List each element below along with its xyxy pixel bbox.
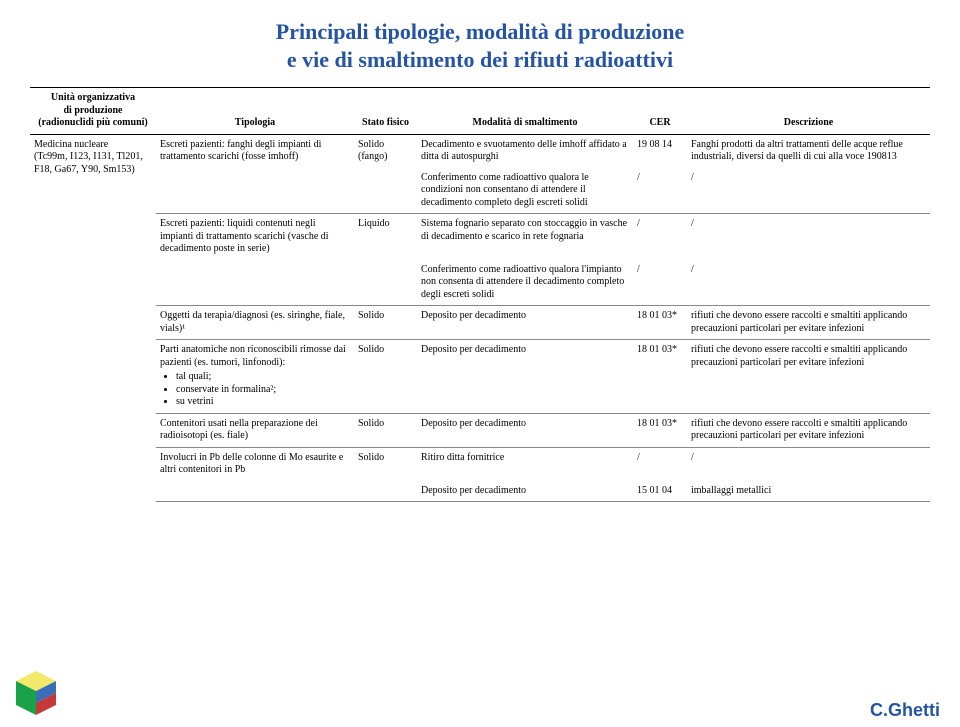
table-row: Medicina nucleare (Tc99m, I123, I131, Tl… (30, 134, 930, 168)
table-row: Oggetti da terapia/diagnosi (es. siringh… (30, 306, 930, 340)
cell-cer: / (633, 214, 687, 260)
cell-tipologia: Escreti pazienti: fanghi degli impianti … (156, 134, 354, 168)
cell-modalita: Decadimento e svuotamento delle imhoff a… (417, 134, 633, 168)
cell-modalita: Sistema fognario separato con stoccaggio… (417, 214, 633, 260)
table-row: Conferimento come radioattivo qualora l'… (30, 260, 930, 306)
table-row: Deposito per decadimento 15 01 04 imball… (30, 481, 930, 502)
cell-modalita: Conferimento come radioattivo qualora le… (417, 168, 633, 214)
cell-cer: 19 08 14 (633, 134, 687, 168)
waste-table: Unità organizzativa di produzione (radio… (30, 87, 930, 502)
cell-stato: Solido (354, 447, 417, 481)
table-row: Escreti pazienti: liquidi contenuti negl… (30, 214, 930, 260)
header-modalita: Modalità di smaltimento (417, 88, 633, 135)
cell-desc: rifiuti che devono essere raccolti e sma… (687, 306, 930, 340)
cell-tipologia: Escreti pazienti: liquidi contenuti negl… (156, 214, 354, 260)
cell-modalita: Ritiro ditta fornitrice (417, 447, 633, 481)
list-item: tal quali; (176, 371, 350, 384)
cell-cer: 15 01 04 (633, 481, 687, 502)
cell-stato (354, 260, 417, 306)
list-item: su vetrini (176, 396, 350, 409)
cell-cer: / (633, 168, 687, 214)
cell-cer: 18 01 03* (633, 306, 687, 340)
header-descrizione: Descrizione (687, 88, 930, 135)
unit-cell: Medicina nucleare (Tc99m, I123, I131, Tl… (30, 134, 156, 502)
cell-tipologia: Involucri in Pb delle colonne di Mo esau… (156, 447, 354, 481)
cell-stato (354, 168, 417, 214)
cell-cer: / (633, 260, 687, 306)
cell-cer: / (633, 447, 687, 481)
slide-title: Principali tipologie, modalità di produz… (30, 18, 930, 73)
cell-stato: Solido (354, 306, 417, 340)
cell-desc: / (687, 168, 930, 214)
table-row: Contenitori usati nella preparazione dei… (30, 413, 930, 447)
cell-stato: Solido (fango) (354, 134, 417, 168)
cell-desc: Fanghi prodotti da altri trattamenti del… (687, 134, 930, 168)
cell-stato: Liquido (354, 214, 417, 260)
header-tipologia: Tipologia (156, 88, 354, 135)
title-line-2: e vie di smaltimento dei rifiuti radioat… (287, 47, 673, 72)
title-line-1: Principali tipologie, modalità di produz… (276, 19, 684, 44)
cube-logo-icon (12, 669, 60, 717)
cell-modalita: Deposito per decadimento (417, 340, 633, 414)
cell-modalita: Deposito per decadimento (417, 481, 633, 502)
cell-tipologia: Contenitori usati nella preparazione dei… (156, 413, 354, 447)
cell-cer: 18 01 03* (633, 340, 687, 414)
bullet-list: tal quali; conservate in formalina²; su … (160, 371, 350, 409)
cell-tipologia: Parti anatomiche non riconoscibili rimos… (156, 340, 354, 414)
cell-stato: Solido (354, 413, 417, 447)
cell-desc: / (687, 214, 930, 260)
cell-desc: / (687, 260, 930, 306)
header-cer: CER (633, 88, 687, 135)
header-stato: Stato fisico (354, 88, 417, 135)
cell-stato: Solido (354, 340, 417, 414)
cell-desc: rifiuti che devono essere raccolti e sma… (687, 340, 930, 414)
cell-desc: rifiuti che devono essere raccolti e sma… (687, 413, 930, 447)
cell-stato (354, 481, 417, 502)
cell-desc: imballaggi metallici (687, 481, 930, 502)
cell-tipologia: Oggetti da terapia/diagnosi (es. siringh… (156, 306, 354, 340)
cell-tipologia (156, 481, 354, 502)
table-header-row: Unità organizzativa di produzione (radio… (30, 88, 930, 135)
cell-tipologia (156, 260, 354, 306)
table-row: Involucri in Pb delle colonne di Mo esau… (30, 447, 930, 481)
cell-cer: 18 01 03* (633, 413, 687, 447)
author-label: C.Ghetti (870, 700, 940, 721)
cell-desc: / (687, 447, 930, 481)
table-row: Parti anatomiche non riconoscibili rimos… (30, 340, 930, 414)
table-row: Conferimento come radioattivo qualora le… (30, 168, 930, 214)
list-item: conservate in formalina²; (176, 384, 350, 397)
header-unit: Unità organizzativa di produzione (radio… (30, 88, 156, 135)
cell-modalita: Deposito per decadimento (417, 413, 633, 447)
cell-modalita: Deposito per decadimento (417, 306, 633, 340)
cell-modalita: Conferimento come radioattivo qualora l'… (417, 260, 633, 306)
cell-tipologia (156, 168, 354, 214)
